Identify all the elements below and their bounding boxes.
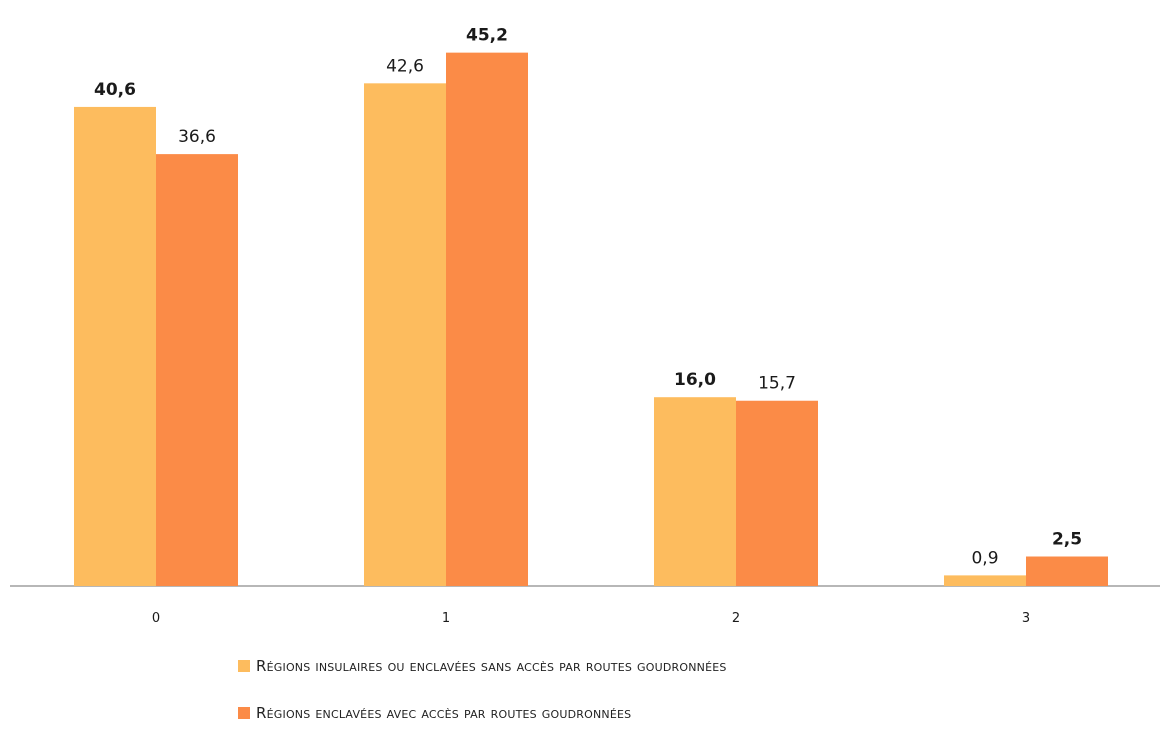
legend-swatch-series-1 bbox=[238, 660, 250, 672]
bar-series-2-category-0 bbox=[156, 154, 238, 586]
bar-series-2-category-2 bbox=[736, 400, 818, 586]
value-label-series-1-category-1: 42,6 bbox=[386, 56, 424, 76]
value-label-series-2-category-3: 2,5 bbox=[1052, 530, 1082, 550]
value-label-series-2-category-0: 36,6 bbox=[178, 127, 216, 147]
x-tick-label-3: 3 bbox=[1022, 611, 1030, 626]
x-tick-label-1: 1 bbox=[442, 611, 450, 626]
bar-series-1-category-0 bbox=[74, 106, 156, 587]
value-label-series-2-category-2: 15,7 bbox=[758, 374, 796, 394]
legend-item-series-2: Régions enclavées avec accès par routes … bbox=[238, 702, 727, 724]
bar-series-2-category-1 bbox=[446, 52, 528, 586]
legend-item-series-1: Régions insulaires ou enclavées sans acc… bbox=[238, 655, 727, 677]
value-label-series-2-category-1: 45,2 bbox=[466, 26, 508, 46]
legend-label-series-2: Régions enclavées avec accès par routes … bbox=[256, 704, 632, 722]
bar-chart: 40,6 36,6 42,6 45,2 16,0 15,7 0,9 2,5 0 1 2 3 bbox=[10, 26, 1160, 626]
bar-series-1-category-2 bbox=[654, 397, 736, 586]
legend: Régions insulaires ou enclavées sans acc… bbox=[238, 655, 727, 749]
bar-series-1-category-1 bbox=[364, 83, 446, 586]
x-tick-label-0: 0 bbox=[152, 611, 160, 626]
value-label-series-1-category-2: 16,0 bbox=[674, 370, 716, 390]
legend-swatch-series-2 bbox=[238, 707, 250, 719]
bar-series-2-category-3 bbox=[1026, 556, 1108, 586]
x-tick-labels-group: 0 1 2 3 bbox=[152, 611, 1030, 626]
value-label-series-1-category-0: 40,6 bbox=[94, 80, 136, 100]
x-tick-label-2: 2 bbox=[732, 611, 740, 626]
value-labels-group: 40,6 36,6 42,6 45,2 16,0 15,7 0,9 2,5 bbox=[94, 26, 1082, 569]
legend-label-series-1: Régions insulaires ou enclavées sans acc… bbox=[256, 657, 727, 675]
bar-series-1-category-3 bbox=[944, 575, 1026, 586]
bars-group bbox=[74, 52, 1108, 587]
value-label-series-1-category-3: 0,9 bbox=[971, 548, 998, 568]
